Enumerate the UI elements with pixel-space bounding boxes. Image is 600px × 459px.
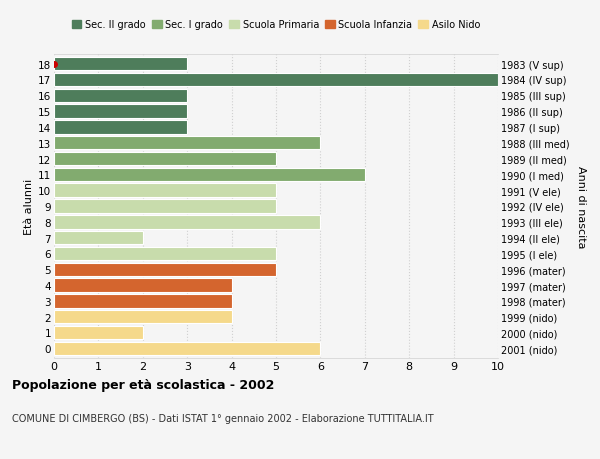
Bar [54, 279, 232, 292]
Bar [54, 295, 232, 308]
Bar [54, 168, 365, 182]
Bar [54, 121, 187, 134]
Bar [54, 73, 498, 87]
Y-axis label: Anni di nascita: Anni di nascita [577, 165, 586, 248]
Bar [54, 58, 187, 71]
Bar [54, 105, 187, 118]
Bar [54, 137, 320, 150]
Bar [54, 326, 143, 340]
Bar [54, 247, 276, 261]
Bar [54, 216, 320, 229]
Bar [54, 184, 276, 197]
Bar [54, 90, 187, 103]
Bar [54, 231, 143, 245]
Bar [54, 200, 276, 213]
Text: Popolazione per età scolastica - 2002: Popolazione per età scolastica - 2002 [12, 379, 274, 392]
Text: COMUNE DI CIMBERGO (BS) - Dati ISTAT 1° gennaio 2002 - Elaborazione TUTTITALIA.I: COMUNE DI CIMBERGO (BS) - Dati ISTAT 1° … [12, 413, 434, 423]
Bar [54, 310, 232, 324]
Bar [54, 342, 320, 355]
Legend: Sec. II grado, Sec. I grado, Scuola Primaria, Scuola Infanzia, Asilo Nido: Sec. II grado, Sec. I grado, Scuola Prim… [68, 17, 484, 34]
Y-axis label: Età alunni: Età alunni [24, 179, 34, 235]
Bar [54, 263, 276, 276]
Bar [54, 152, 276, 166]
